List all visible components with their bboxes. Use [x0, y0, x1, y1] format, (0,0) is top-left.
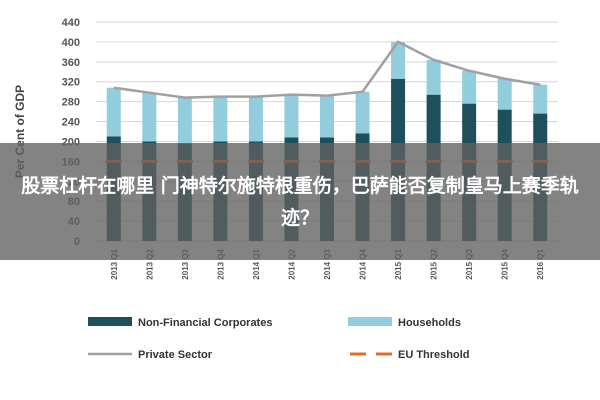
x-tick-label: 2015 Q2 — [430, 248, 439, 279]
x-tick-label: 2015 Q4 — [501, 248, 510, 279]
headline-banner[interactable]: 股票杠杆在哪里 门神特尔施特根重伤，巴萨能否复制皇马上赛季轨迹？ — [0, 143, 600, 260]
x-tick-label: 2016 Q1 — [536, 248, 545, 279]
bar-households — [213, 96, 228, 142]
y-tick-label: 320 — [62, 77, 80, 89]
x-tick-label: 2014 Q2 — [287, 248, 296, 279]
bar-households — [142, 92, 157, 142]
private-sector-line — [113, 40, 541, 99]
legend-label: EU Threshold — [398, 349, 470, 361]
x-tick-label: 2013 Q1 — [110, 248, 119, 279]
y-tick-label: 360 — [62, 57, 80, 69]
x-tick-label: 2015 Q1 — [394, 248, 403, 279]
bar-households — [106, 87, 121, 137]
legend-label: Non-Financial Corporates — [138, 317, 272, 329]
bar-households — [497, 78, 512, 110]
bar-households — [320, 95, 334, 138]
x-tick-label: 2014 Q4 — [359, 248, 368, 279]
x-tick-label: 2013 Q4 — [216, 248, 225, 279]
bar-households — [391, 41, 406, 79]
x-tick-label: 2013 Q3 — [181, 248, 190, 279]
bar-households — [284, 94, 299, 138]
legend-label: Households — [398, 317, 461, 329]
y-tick-label: 280 — [62, 97, 80, 109]
legend-swatch-non-financial-corporates — [88, 317, 132, 326]
x-tick-label: 2014 Q1 — [252, 248, 261, 279]
x-axis-ticks: 2013 Q1 2013 Q2 2013 Q3 2013 Q4 2014 Q1 2014 … — [110, 248, 545, 279]
y-tick-label: 400 — [62, 37, 80, 49]
bar-households — [177, 97, 192, 144]
legend-label: Private Sector — [138, 349, 213, 361]
bar-households — [533, 84, 548, 114]
headline-text[interactable]: 股票杠杆在哪里 门神特尔施特根重伤，巴萨能否复制皇马上赛季轨迹？ — [21, 174, 579, 229]
y-tick-label: 440 — [62, 17, 80, 29]
bar-households — [426, 59, 441, 95]
legend-swatch-households — [348, 317, 392, 326]
bar-households — [462, 70, 477, 104]
x-tick-label: 2015 Q3 — [465, 248, 474, 279]
bar-households — [355, 91, 370, 134]
x-tick-label: 2014 Q3 — [323, 248, 332, 279]
x-tick-label: 2013 Q2 — [145, 248, 154, 279]
bar-households — [248, 96, 263, 142]
y-tick-label: 240 — [62, 117, 80, 129]
legend: Non-Financial Corporates Households Privat… — [88, 317, 470, 361]
